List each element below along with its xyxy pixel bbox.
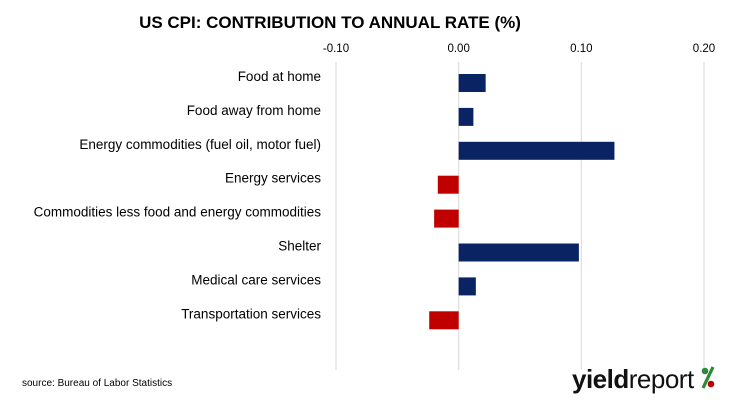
category-label: Transportation services bbox=[181, 306, 321, 321]
x-tick-label: 0.20 bbox=[693, 43, 715, 55]
logo-word-regular: report bbox=[629, 364, 695, 394]
chart-title: US CPI: CONTRIBUTION TO ANNUAL RATE (%) bbox=[139, 13, 521, 32]
logo-word-bold: yield bbox=[572, 364, 629, 394]
x-tick-labels: -0.10 0.00 0.10 0.20 bbox=[323, 43, 715, 55]
category-label: Food at home bbox=[238, 69, 321, 84]
bar bbox=[458, 74, 486, 92]
logo-percent-symbol bbox=[701, 366, 715, 389]
x-tick-label: 0.10 bbox=[570, 43, 592, 55]
bar bbox=[434, 209, 459, 228]
category-label: Commodities less food and energy commodi… bbox=[34, 205, 322, 220]
grid-lines bbox=[335, 62, 705, 370]
bar bbox=[437, 175, 459, 194]
bars bbox=[429, 74, 615, 330]
category-label: Energy services bbox=[225, 171, 321, 186]
category-label: Energy commodities (fuel oil, motor fuel… bbox=[79, 137, 321, 152]
bar bbox=[458, 243, 579, 262]
bar bbox=[429, 311, 459, 330]
category-label: Shelter bbox=[278, 239, 321, 254]
x-tick-label: -0.10 bbox=[323, 43, 349, 55]
bar bbox=[458, 277, 476, 296]
x-tick-label: 0.00 bbox=[447, 43, 469, 55]
category-label: Medical care services bbox=[191, 272, 321, 287]
category-labels: Food at home Food away from home Energy co… bbox=[34, 69, 322, 321]
bar bbox=[458, 107, 474, 126]
source-note: source: Bureau of Labor Statistics bbox=[22, 378, 172, 389]
category-label: Food away from home bbox=[187, 103, 321, 118]
bar bbox=[458, 141, 615, 160]
yieldreport-logo: yieldreport bbox=[572, 364, 715, 394]
svg-text:yieldreport: yieldreport bbox=[572, 364, 695, 394]
